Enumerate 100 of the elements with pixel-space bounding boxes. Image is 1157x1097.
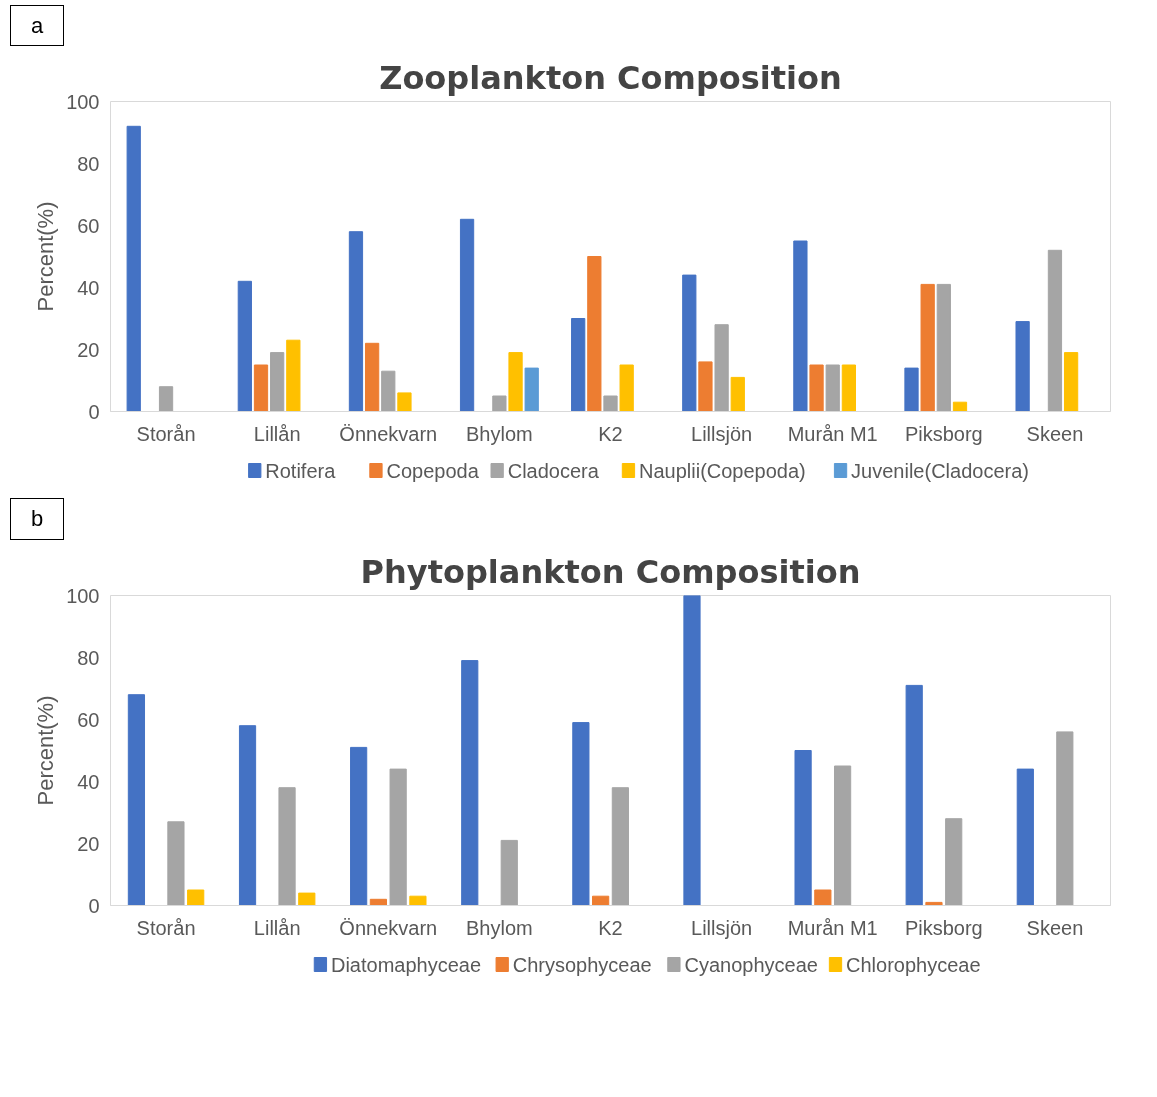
chart-title: Phytoplankton Composition [360, 552, 861, 591]
x-tick-label: Murån M1 [787, 422, 878, 445]
text: b [31, 505, 44, 534]
bar [834, 765, 852, 906]
bar [920, 284, 935, 412]
bar [500, 839, 518, 906]
bar [389, 768, 407, 906]
bar [619, 364, 634, 412]
bar [461, 659, 479, 906]
bar [936, 284, 951, 412]
bar [814, 889, 832, 906]
bar [1016, 768, 1034, 906]
bar [381, 371, 396, 412]
bar [286, 340, 301, 412]
x-tick-label: K2 [598, 916, 623, 939]
bar [238, 725, 257, 906]
bar [683, 595, 701, 906]
legend-label: Chrysophyceae [512, 953, 652, 976]
y-tick-label: 100 [66, 90, 100, 113]
bar [270, 352, 285, 412]
bar [682, 275, 697, 412]
bar [278, 787, 296, 906]
bar [793, 240, 808, 412]
bar [794, 749, 812, 906]
x-tick-label: Skeen [1026, 916, 1084, 939]
chart-title: Zooplankton Composition [379, 58, 842, 97]
bar [409, 895, 427, 906]
x-tick-label: Lillsjön [691, 422, 753, 445]
bar [1015, 321, 1030, 412]
bar [508, 352, 523, 412]
bar [603, 395, 618, 412]
legend-label: Copepoda [386, 459, 480, 482]
x-tick-label: Piksborg [904, 422, 983, 445]
legend-label: Diatomaphyceae [330, 953, 482, 976]
bar [572, 721, 590, 906]
x-tick-label: Piksborg [904, 916, 983, 939]
bar [1056, 731, 1074, 906]
x-tick-label: Storån [136, 916, 196, 939]
bar [825, 364, 840, 412]
y-tick-label: 60 [77, 214, 100, 237]
legend-label: Rotifera [265, 459, 337, 482]
bar [841, 364, 857, 412]
x-tick-label: Skeen [1026, 422, 1084, 445]
bar [592, 895, 610, 906]
legend-label: Cladocera [507, 459, 600, 482]
legend-label: Nauplii(Copepoda) [638, 459, 806, 482]
bar [714, 324, 729, 412]
bar [1063, 352, 1079, 412]
y-tick-label: 60 [77, 708, 100, 731]
x-tick-label: Önnekvarn [339, 422, 438, 445]
y-tick-label: 80 [77, 152, 100, 175]
bar [237, 281, 252, 412]
bar [127, 694, 146, 906]
bar [905, 684, 923, 906]
legend-label: Chlorophyceae [846, 953, 981, 976]
bar [945, 818, 963, 906]
x-tick-label: K2 [598, 422, 623, 445]
bar [524, 368, 539, 412]
bar [698, 361, 713, 412]
bar [298, 892, 316, 906]
bar [492, 395, 507, 412]
text: a [31, 12, 44, 40]
x-tick-label: Storån [136, 422, 196, 445]
bar [350, 746, 368, 906]
bar [1047, 250, 1063, 412]
y-tick-label: 40 [77, 276, 100, 299]
y-tick-label: 20 [77, 338, 100, 361]
x-tick-label: Bhylom [466, 422, 533, 445]
x-tick-label: Murån M1 [787, 916, 878, 939]
x-tick-label: Önnekvarn [339, 916, 438, 939]
y-tick-label: 100 [66, 584, 100, 607]
bar [126, 126, 141, 412]
bar [730, 377, 745, 412]
bar [364, 343, 380, 412]
bar [587, 256, 602, 412]
x-tick-label: Lillån [253, 916, 301, 939]
bar [158, 386, 174, 412]
bar [571, 318, 586, 412]
bar [611, 787, 629, 906]
bar [187, 889, 205, 906]
x-tick-label: Bhylom [466, 916, 533, 939]
bar [809, 364, 824, 412]
y-tick-label: 0 [88, 894, 100, 917]
legend-label: Cyanophyceae [684, 953, 818, 976]
y-axis-title: Percent(%) [33, 201, 59, 312]
y-tick-label: 40 [77, 770, 100, 793]
bar [459, 219, 475, 412]
y-axis-title: Percent(%) [33, 695, 59, 806]
y-tick-label: 20 [77, 832, 100, 855]
bar [348, 231, 364, 412]
bar [253, 364, 269, 412]
x-tick-label: Lillsjön [691, 916, 753, 939]
bar [952, 402, 968, 412]
y-tick-label: 80 [77, 646, 100, 669]
bar [167, 821, 185, 906]
y-tick-label: 0 [88, 400, 100, 423]
bar [904, 368, 919, 412]
bar [397, 392, 412, 412]
x-tick-label: Lillån [253, 422, 301, 445]
legend-label: Juvenile(Cladocera) [851, 459, 1029, 482]
